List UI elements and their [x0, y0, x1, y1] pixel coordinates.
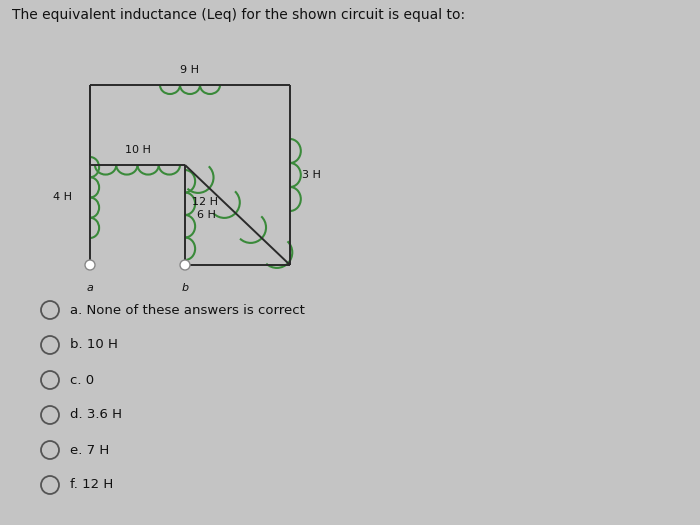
Text: b: b — [181, 283, 188, 293]
Text: f. 12 H: f. 12 H — [70, 478, 113, 491]
Text: 12 H: 12 H — [192, 197, 218, 207]
Text: a: a — [87, 283, 93, 293]
Circle shape — [85, 260, 95, 270]
Text: 9 H: 9 H — [181, 65, 199, 75]
Text: b. 10 H: b. 10 H — [70, 339, 118, 352]
Text: 6 H: 6 H — [197, 210, 216, 220]
Text: c. 0: c. 0 — [70, 373, 94, 386]
Text: d. 3.6 H: d. 3.6 H — [70, 408, 122, 422]
Text: 3 H: 3 H — [302, 170, 321, 180]
Text: e. 7 H: e. 7 H — [70, 444, 109, 457]
Circle shape — [180, 260, 190, 270]
Text: a. None of these answers is correct: a. None of these answers is correct — [70, 303, 305, 317]
Text: The equivalent inductance (Leq) for the shown circuit is equal to:: The equivalent inductance (Leq) for the … — [12, 8, 465, 22]
Text: 4 H: 4 H — [53, 193, 72, 203]
Text: 10 H: 10 H — [125, 145, 150, 155]
